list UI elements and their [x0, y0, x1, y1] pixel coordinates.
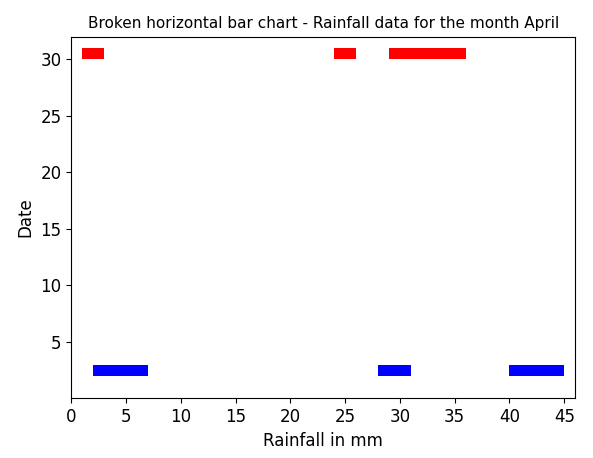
X-axis label: Rainfall in mm: Rainfall in mm: [263, 432, 383, 450]
Title: Broken horizontal bar chart - Rainfall data for the month April: Broken horizontal bar chart - Rainfall d…: [88, 16, 559, 31]
Y-axis label: Date: Date: [17, 198, 35, 237]
